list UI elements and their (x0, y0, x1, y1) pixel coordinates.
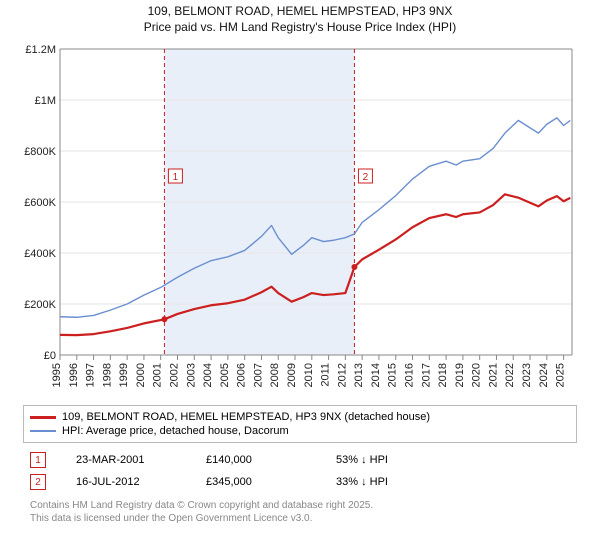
svg-text:2006: 2006 (236, 363, 248, 387)
svg-text:1999: 1999 (118, 363, 130, 387)
svg-text:2002: 2002 (169, 363, 181, 387)
legend: 109, BELMONT ROAD, HEMEL HEMPSTEAD, HP3 … (23, 405, 577, 443)
svg-text:2015: 2015 (387, 363, 399, 387)
svg-text:2001: 2001 (152, 363, 164, 387)
attribution-line-2: This data is licensed under the Open Gov… (30, 512, 570, 525)
svg-text:£1M: £1M (35, 95, 56, 107)
event-table: 1 23-MAR-2001 £140,000 53% ↓ HPI 2 16-JUL-201… (30, 449, 570, 493)
event-date: 23-MAR-2001 (76, 454, 176, 466)
svg-text:2018: 2018 (437, 363, 449, 387)
svg-text:2023: 2023 (521, 363, 533, 387)
attribution-line-1: Contains HM Land Registry data © Crown c… (30, 499, 570, 512)
svg-text:2020: 2020 (471, 363, 483, 387)
line-chart-svg: £0 £200K £400K £600K £800K £1M £1.2M 1995 1996 19… (20, 39, 580, 399)
legend-item: 109, BELMONT ROAD, HEMEL HEMPSTEAD, HP3 … (30, 410, 570, 424)
svg-text:2019: 2019 (454, 363, 466, 387)
event-badge: 1 (30, 452, 46, 468)
svg-text:2004: 2004 (202, 363, 214, 387)
svg-text:2012: 2012 (336, 363, 348, 387)
legend-swatch (30, 416, 56, 419)
legend-label: 109, BELMONT ROAD, HEMEL HEMPSTEAD, HP3 … (62, 411, 430, 423)
chart-area: £0 £200K £400K £600K £800K £1M £1.2M 1995 1996 19… (20, 39, 580, 399)
svg-text:2010: 2010 (303, 363, 315, 387)
event-delta: 53% ↓ HPI (336, 454, 436, 466)
svg-text:£600K: £600K (24, 197, 56, 209)
svg-text:£400K: £400K (24, 248, 56, 260)
legend-item: HPI: Average price, detached house, Daco… (30, 424, 570, 438)
event-price: £140,000 (206, 454, 306, 466)
svg-text:1996: 1996 (68, 363, 80, 387)
svg-text:2005: 2005 (219, 363, 231, 387)
svg-text:2009: 2009 (286, 363, 298, 387)
svg-text:£800K: £800K (24, 146, 56, 158)
svg-text:2003: 2003 (185, 363, 197, 387)
svg-text:1997: 1997 (85, 363, 97, 387)
title-line-1: 109, BELMONT ROAD, HEMEL HEMPSTEAD, HP3 … (0, 4, 600, 20)
svg-text:2017: 2017 (420, 363, 432, 387)
event-date: 16-JUL-2012 (76, 476, 176, 488)
event-price: £345,000 (206, 476, 306, 488)
svg-text:2008: 2008 (269, 363, 281, 387)
legend-label: HPI: Average price, detached house, Daco… (62, 425, 289, 437)
svg-text:1995: 1995 (51, 363, 63, 387)
svg-text:2014: 2014 (370, 363, 382, 387)
attribution: Contains HM Land Registry data © Crown c… (30, 499, 570, 525)
event-badge: 2 (30, 474, 46, 490)
svg-text:2024: 2024 (538, 363, 550, 387)
svg-text:2016: 2016 (404, 363, 416, 387)
svg-text:£0: £0 (44, 350, 56, 362)
event-row: 1 23-MAR-2001 £140,000 53% ↓ HPI (30, 449, 570, 471)
svg-text:£200K: £200K (24, 299, 56, 311)
svg-text:2021: 2021 (487, 363, 499, 387)
svg-text:2: 2 (363, 172, 369, 183)
svg-text:2011: 2011 (320, 363, 332, 387)
svg-text:2000: 2000 (135, 363, 147, 387)
svg-text:1: 1 (173, 172, 179, 183)
svg-text:£1.2M: £1.2M (25, 44, 56, 56)
svg-text:2013: 2013 (353, 363, 365, 387)
event-row: 2 16-JUL-2012 £345,000 33% ↓ HPI (30, 471, 570, 493)
svg-text:1998: 1998 (101, 363, 113, 387)
chart-title: 109, BELMONT ROAD, HEMEL HEMPSTEAD, HP3 … (0, 0, 600, 35)
legend-swatch (30, 430, 56, 432)
title-line-2: Price paid vs. HM Land Registry's House … (0, 20, 600, 36)
svg-text:2025: 2025 (555, 363, 567, 387)
svg-text:2007: 2007 (252, 363, 264, 387)
event-delta: 33% ↓ HPI (336, 476, 436, 488)
svg-text:2022: 2022 (504, 363, 516, 387)
